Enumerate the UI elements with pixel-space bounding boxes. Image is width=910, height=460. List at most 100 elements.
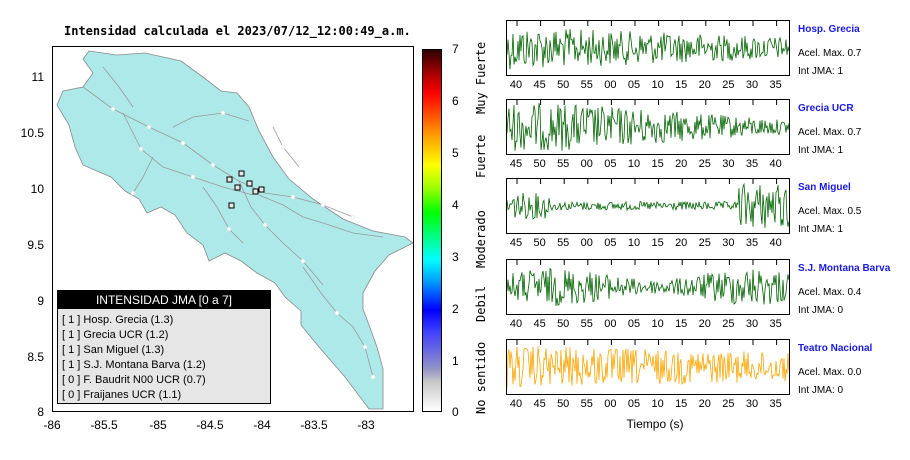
trace-tick-label: 05 [604, 158, 617, 170]
map-ytick: 9.5 [27, 238, 44, 252]
trace-tick-label: 00 [580, 158, 593, 170]
trace-tick-label: 45 [533, 79, 546, 91]
map-ytick: 8 [37, 405, 44, 419]
waveform [507, 260, 789, 307]
colorbar-label-moderado: Moderado [474, 210, 488, 268]
map-xtick: -83 [357, 418, 375, 432]
trace-tick-label: 15 [675, 398, 688, 410]
station-markers [226, 170, 265, 209]
trace-4 [506, 339, 790, 395]
map-xtick: -83.5 [300, 418, 328, 432]
station-marker-hosp-grecia [226, 176, 233, 183]
x-axis-label: Tiempo (s) [626, 417, 684, 431]
jma-intensity: Int JMA: 1 [798, 224, 844, 235]
trace-tick-label: 20 [698, 79, 711, 91]
station-marker-fraijanes [252, 188, 259, 195]
map-xtick: -85.5 [90, 418, 118, 432]
trace-tick-label: 50 [557, 318, 570, 330]
trace-tick-label: 50 [557, 79, 570, 91]
station-name: Hosp. Grecia [798, 24, 860, 35]
map-ytick: 10.5 [20, 126, 44, 140]
legend-item: [ 1 ] San Miguel (1.3) [62, 344, 165, 356]
trace-tick-label: 30 [722, 158, 735, 170]
trace-tick-label: 50 [557, 398, 570, 410]
trace-tick-label: 40 [509, 398, 523, 410]
station-name: San Miguel [798, 182, 851, 193]
trace-tick-label: 15 [675, 318, 688, 330]
waveform-line [507, 103, 789, 151]
costa-rica-land [56, 50, 413, 410]
peak-acceleration: Acel. Max. 0.4 [798, 287, 862, 298]
colorbar-tick: 1 [452, 354, 459, 368]
colorbar-label-no-sentido: No sentido [474, 341, 488, 414]
trace-tick-label: 30 [745, 398, 759, 410]
trace-tick-label: 35 [769, 79, 782, 91]
colorbar-label-debil: Debil [474, 285, 488, 322]
trace-tick-label: 05 [627, 398, 641, 410]
waveform-line [507, 267, 789, 307]
jma-intensity: Int JMA: 1 [798, 66, 844, 77]
trace-tick-label: 35 [745, 237, 759, 249]
waveform [507, 21, 789, 70]
legend-item: [ 0 ] F. Baudrit N00 UCR (0.7) [62, 374, 206, 386]
jma-intensity: Int JMA: 0 [798, 385, 844, 396]
map-title: Intensidad calculada el 2023/07/12_12:00… [64, 24, 411, 38]
station-marker-grecia-ucr [238, 170, 245, 177]
station-name: Grecia UCR [798, 103, 854, 114]
trace-tick-label: 20 [675, 158, 688, 170]
trace-tick-label: 00 [604, 79, 617, 91]
trace-tick-label: 10 [651, 79, 664, 91]
intensity-colorbar [422, 49, 442, 412]
trace-tick-label: 20 [698, 398, 711, 410]
jma-intensity: Int JMA: 0 [798, 305, 844, 316]
trace-tick-label: 25 [698, 237, 711, 249]
station-marker-san-miguel [246, 180, 253, 187]
map-xtick: -84.5 [196, 418, 224, 432]
legend-item: [ 1 ] Grecia UCR (1.2) [62, 329, 169, 341]
trace-tick-label: 45 [533, 318, 546, 330]
peak-acceleration: Acel. Max. 0.0 [798, 367, 862, 378]
trace-tick-label: 15 [651, 158, 664, 170]
map-ytick: 8.5 [27, 350, 44, 364]
trace-tick-label: 50 [533, 237, 546, 249]
town-dots [110, 106, 376, 380]
trace-tick-label: 00 [604, 398, 617, 410]
map-ytick: 10 [30, 182, 44, 196]
trace-tick-label: 10 [651, 398, 664, 410]
peak-acceleration: Acel. Max. 0.7 [798, 127, 862, 138]
legend-title: INTENSIDAD JMA [0 a 7] [58, 291, 270, 309]
waveform [507, 100, 789, 151]
trace-tick-label: 10 [627, 158, 641, 170]
station-marker-other [228, 202, 235, 209]
waveform [507, 179, 789, 228]
trace-tick-label: 35 [745, 158, 759, 170]
trace-tick-label: 40 [509, 79, 523, 91]
peak-acceleration: Acel. Max. 0.7 [798, 48, 862, 59]
trace-tick-label: 55 [580, 398, 593, 410]
trace-tick-label: 35 [769, 318, 782, 330]
colorbar-tick: 5 [452, 146, 459, 160]
trace-3 [506, 259, 790, 315]
colorbar-label-fuerte: Fuerte [474, 134, 488, 178]
peak-acceleration: Acel. Max. 0.5 [798, 206, 862, 217]
station-name: Teatro Nacional [798, 343, 873, 354]
waveform-line [507, 346, 789, 388]
trace-tick-label: 35 [769, 398, 782, 410]
colorbar-tick: 0 [452, 405, 459, 419]
trace-tick-label: 40 [769, 158, 782, 170]
costa-rica-map [56, 50, 413, 410]
station-marker-baudrit [234, 184, 241, 191]
trace-tick-label: 05 [604, 237, 617, 249]
colorbar-label-muy-fuerte: Muy Fuerte [474, 41, 488, 114]
trace-tick-label: 55 [557, 237, 570, 249]
trace-tick-label: 20 [675, 237, 688, 249]
legend-item: [ 1 ] S.J. Montana Barva (1.2) [62, 359, 206, 371]
trace-tick-label: 45 [509, 237, 523, 249]
trace-tick-label: 30 [722, 237, 735, 249]
trace-tick-label: 25 [722, 318, 735, 330]
trace-tick-label: 40 [509, 318, 523, 330]
trace-tick-label: 25 [722, 79, 735, 91]
trace-tick-label: 05 [627, 79, 641, 91]
trace-tick-label: 30 [745, 79, 759, 91]
trace-tick-label: 20 [698, 318, 711, 330]
